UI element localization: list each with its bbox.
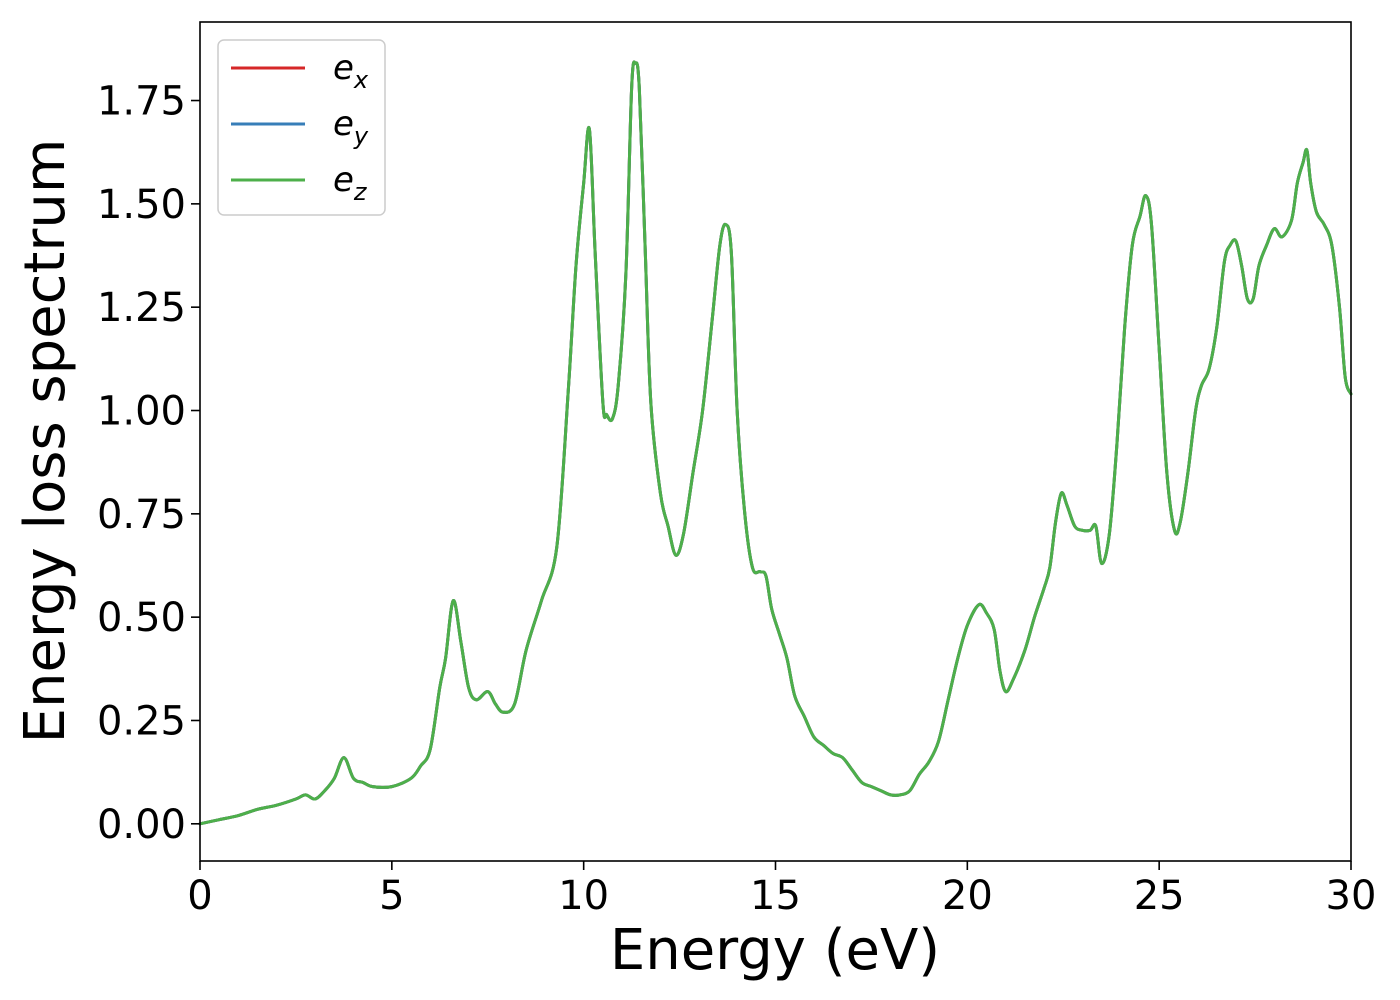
x-tick-label: 0 [187,873,212,919]
y-tick-label: 0.00 [97,802,186,848]
y-axis: 0.00 0.25 0.50 0.75 1.00 1.25 1.50 1.75 [97,79,200,848]
x-axis-title: Energy (eV) [610,918,940,983]
x-tick-label: 5 [379,873,404,919]
y-tick-label: 1.00 [97,389,186,435]
x-tick-label: 10 [558,873,609,919]
x-tick-label: 15 [750,873,801,919]
y-tick-label: 0.25 [97,698,186,744]
legend-label-y: ey [333,104,369,150]
series-layer [198,60,1353,826]
x-tick-label: 20 [942,873,993,919]
series-line-e-z [198,60,1353,826]
legend-label-x: ex [333,48,369,94]
legend: ex ey ez [217,39,386,216]
y-tick-label: 1.50 [97,182,186,228]
y-axis-title: Energy loss spectrum [13,139,78,744]
x-tick-label: 25 [1134,873,1185,919]
y-tick-label: 0.50 [97,595,186,641]
y-tick-label: 0.75 [97,492,186,538]
x-axis: 0 5 10 15 20 25 30 [187,861,1376,919]
y-tick-label: 1.25 [97,285,186,331]
x-tick-label: 30 [1326,873,1377,919]
legend-label-z: ez [333,160,368,206]
legend-box [217,39,386,216]
y-tick-label: 1.75 [97,79,186,125]
